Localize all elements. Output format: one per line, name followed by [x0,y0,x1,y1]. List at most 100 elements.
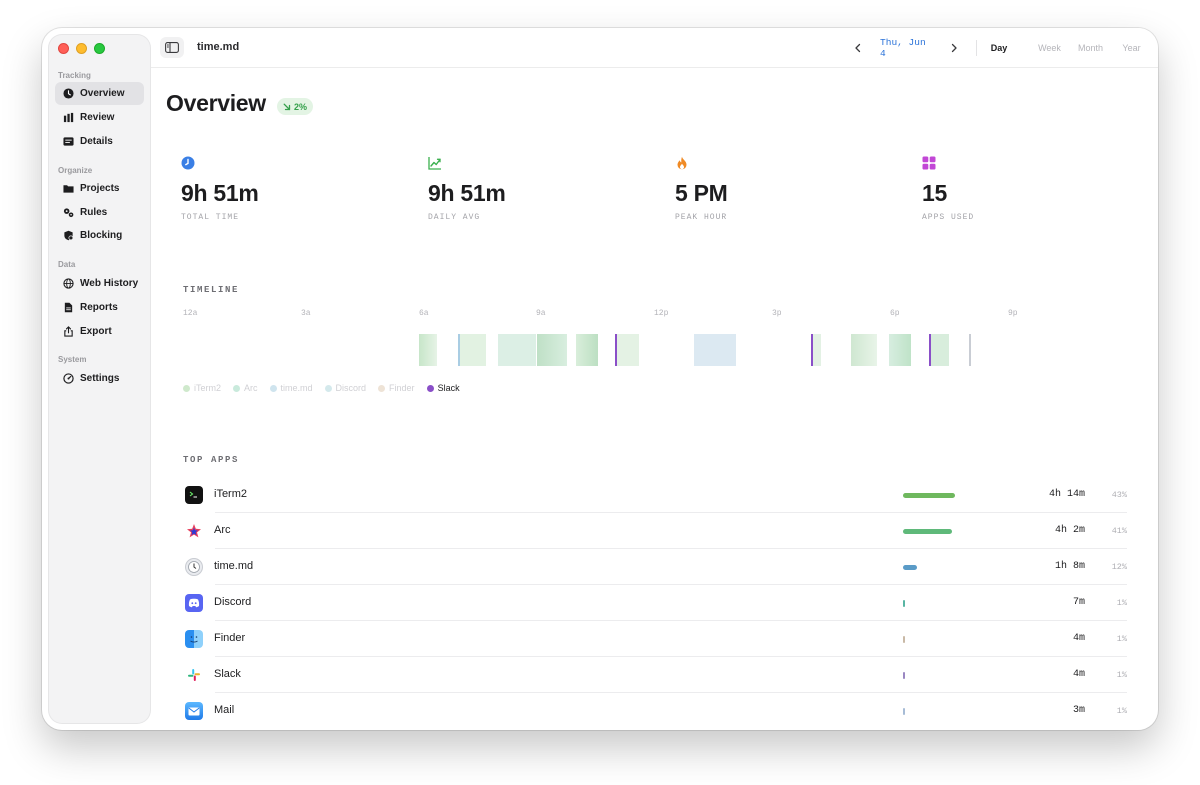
sidebar-item-label: Rules [80,207,108,218]
range-day-tab[interactable]: Day [990,42,1008,53]
sidebar-item-details[interactable]: Details [55,130,144,153]
app-time: 4m [1072,669,1085,680]
timeline-segment[interactable] [929,334,949,366]
top-apps-rows: iTerm2 4h 14m 43% Arc 4h 2m 41% time.md … [183,477,1127,730]
timeline-track[interactable] [183,334,1013,366]
sidebar-section-organize: Organize [58,166,93,175]
app-time: 4h 14m [1048,489,1085,500]
stat-label: TOTAL TIME [181,213,240,222]
timeline-tick: 6a [419,309,429,318]
app-row[interactable]: Finder 4m 1% [183,621,1127,657]
app-percent: 12% [1111,562,1127,572]
finder-icon [185,630,203,648]
app-time: 1h 8m [1054,561,1085,572]
sidebar-toggle-button[interactable] [160,37,184,58]
legend-item-time-md[interactable]: time.md [269,383,313,393]
date-navigator: Thu, Jun 4 Day Week Month Year [848,35,1152,60]
app-row[interactable]: iTerm2 4h 14m 43% [183,477,1127,513]
sidebar-section-data: Data [58,260,76,269]
sidebar-item-reports[interactable]: Reports [55,296,144,319]
next-day-button[interactable] [944,37,964,59]
sidebar-item-review[interactable]: Review [55,106,144,129]
app-name: Arc [214,524,231,536]
row-divider [215,548,1127,549]
timeline-segment[interactable] [889,334,911,366]
trend-chart-icon [428,157,441,170]
trend-badge: 2% [277,98,314,115]
stat-value: 15 [922,180,947,206]
app-usage-bar [903,708,905,715]
legend-dot [183,384,190,392]
timeline-legend: iTerm2 Arc time.md Discord Finder Slack [183,383,460,393]
legend-dot [426,384,434,392]
legend-item-finder[interactable]: Finder [378,383,415,393]
app-usage-bar [903,529,953,534]
timeline-segment[interactable] [851,334,877,366]
legend-item-discord[interactable]: Discord [324,383,366,393]
timeline-segment[interactable] [419,334,437,366]
arc-star-icon [185,522,203,540]
app-usage-bar [903,672,905,679]
timeline-tick: 3a [301,309,311,318]
legend-dot [378,384,386,392]
app-row[interactable]: time.md 1h 8m 12% [183,549,1127,585]
apps-grid-icon [922,156,936,170]
timeline-tick: 12p [654,309,669,318]
timeline-segment[interactable] [537,334,567,366]
sidebar-item-settings[interactable]: Settings [55,367,144,390]
previous-day-button[interactable] [848,37,868,59]
legend-dot [269,384,277,392]
app-usage-bar [903,493,955,498]
timeline-segment[interactable] [458,334,486,366]
page-title: Overview [166,90,266,116]
zoom-window-button[interactable] [94,43,105,54]
app-name: time.md [214,560,254,572]
row-divider [215,656,1127,657]
sidebar-item-export[interactable]: Export [55,320,144,343]
sidebar-item-web-history[interactable]: Web History [55,272,144,295]
stat-value: 9h 51m [428,180,506,206]
stat-label: APPS USED [922,213,975,222]
range-week-tab[interactable]: Week [1038,42,1061,53]
list-detail-icon [63,137,74,146]
sidebar-item-rules[interactable]: Rules [55,201,144,224]
timeline-segment[interactable] [615,334,639,366]
timeline-segment[interactable] [498,334,536,366]
timeline-segment[interactable] [694,334,736,366]
app-name: Mail [214,704,235,716]
legend-item-slack[interactable]: Slack [426,383,460,393]
window-title: time.md [197,41,240,53]
arrow-down-right-icon [283,103,291,110]
app-name: Finder [214,632,246,644]
timeline-heading: TIMELINE [183,285,240,295]
row-divider [215,620,1127,621]
app-row[interactable]: Slack 4m 1% [183,657,1127,693]
range-month-tab[interactable]: Month [1077,42,1103,53]
discord-icon [185,594,203,612]
sidebar-item-overview[interactable]: Overview [55,82,144,105]
row-divider [215,512,1127,513]
legend-item-arc[interactable]: Arc [233,383,258,393]
sidebar-item-blocking[interactable]: Blocking [55,224,144,247]
app-time: 7m [1072,597,1085,608]
globe-icon [63,278,74,289]
app-row[interactable]: Mail 3m 1% [183,693,1127,729]
range-year-tab[interactable]: Year [1122,42,1141,53]
legend-item-iterm2[interactable]: iTerm2 [183,383,221,393]
current-date-button[interactable]: Thu, Jun 4 [880,36,926,59]
app-row[interactable]: Discord 7m 1% [183,585,1127,621]
stat-apps-used: 15 APPS USED [922,156,1142,222]
app-row[interactable]: Arc 4h 2m 41% [183,513,1127,549]
sidebar-item-label: Reports [80,302,118,313]
minimize-window-button[interactable] [76,43,87,54]
timeline-tick: 3p [772,309,782,318]
timeline-segment[interactable] [811,334,821,366]
app-percent: 1% [1116,598,1127,608]
document-icon [64,302,73,313]
timeline-tick: 12a [183,309,198,318]
close-window-button[interactable] [58,43,69,54]
app-time: 4h 2m [1054,525,1085,536]
timeline-segment[interactable] [969,334,971,366]
timeline-segment[interactable] [576,334,598,366]
sidebar-item-projects[interactable]: Projects [55,177,144,200]
